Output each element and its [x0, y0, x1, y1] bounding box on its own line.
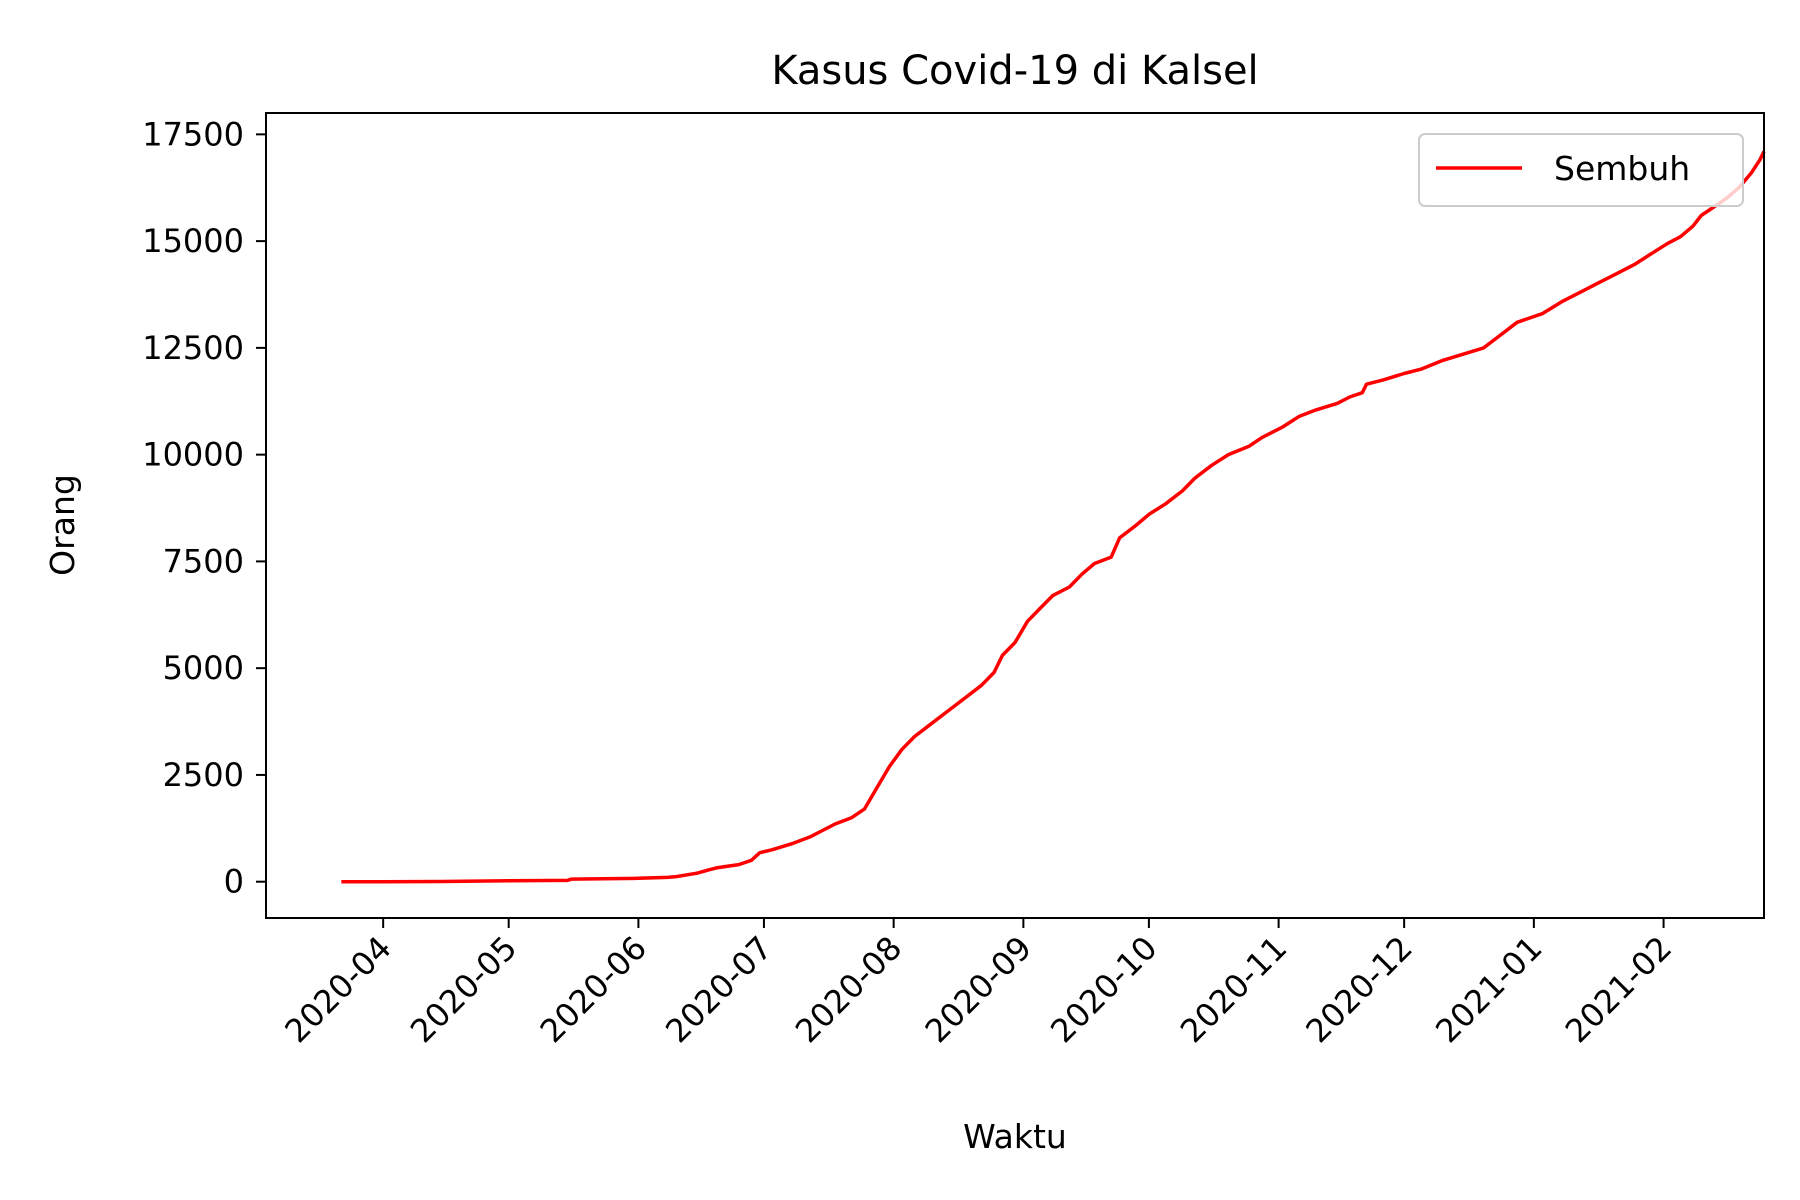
legend-box — [1418, 133, 1744, 207]
plot-frame — [265, 112, 1765, 919]
y-tick-label-2500: 2500 — [163, 756, 244, 794]
y-tick-label-17500: 17500 — [142, 115, 244, 153]
y-tick-label-7500: 7500 — [163, 542, 244, 580]
y-tick-label-0: 0 — [224, 863, 244, 901]
y-tick-label-12500: 12500 — [142, 329, 244, 367]
y-axis-label: Orang — [43, 474, 82, 576]
series-layer — [341, 150, 1766, 884]
legend-label-sembuh: Sembuh — [1554, 149, 1690, 188]
x-axis-label: Waktu — [963, 1117, 1067, 1156]
series-line-sembuh — [341, 150, 1766, 884]
legend: Sembuh — [1418, 133, 1744, 207]
y-tick-label-15000: 15000 — [142, 222, 244, 260]
y-tick-label-10000: 10000 — [142, 436, 244, 474]
y-tick-label-5000: 5000 — [163, 649, 244, 687]
chart-title: Kasus Covid-19 di Kalsel — [771, 48, 1258, 94]
y-axis: 0 2500 5000 7500 10000 12500 15000 17500 — [142, 115, 266, 901]
